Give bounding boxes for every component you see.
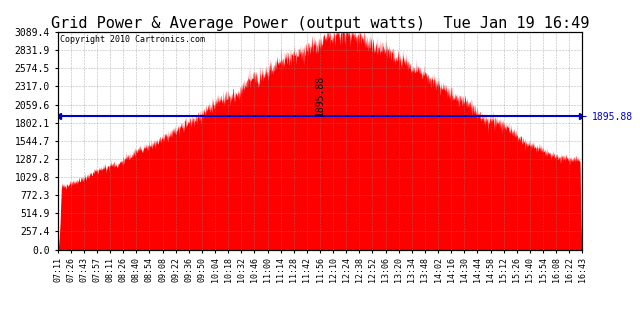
Text: 1895.88: 1895.88 xyxy=(315,75,325,116)
Title: Grid Power & Average Power (output watts)  Tue Jan 19 16:49: Grid Power & Average Power (output watts… xyxy=(51,16,589,31)
Text: Copyright 2010 Cartronics.com: Copyright 2010 Cartronics.com xyxy=(60,35,205,44)
